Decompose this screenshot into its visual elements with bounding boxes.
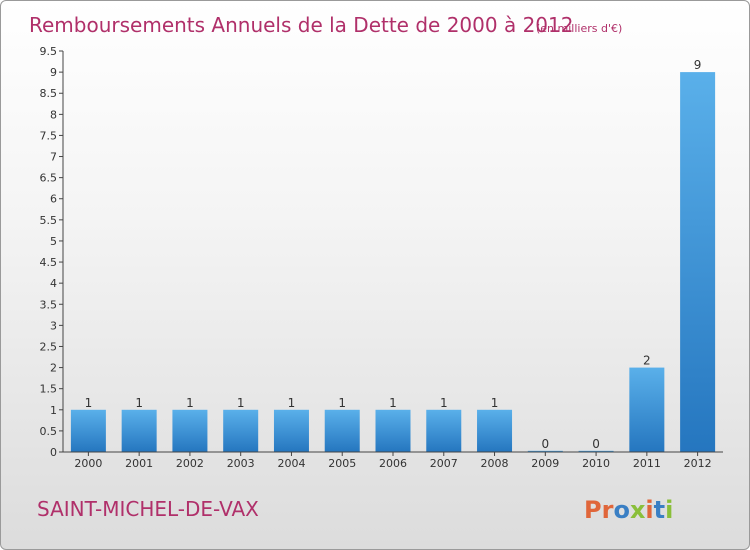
y-tick-label: 4	[50, 277, 57, 290]
logo-letter: P	[584, 496, 602, 524]
bar-2005	[324, 409, 360, 452]
y-tick-label: 8	[50, 108, 57, 121]
bar-2011	[629, 367, 665, 452]
x-tick-label: 2005	[328, 457, 356, 470]
data-label-2010: 0	[592, 437, 600, 451]
data-label-2008: 1	[491, 396, 499, 410]
y-tick-label: 7	[50, 151, 57, 164]
commune-name: SAINT-MICHEL-DE-VAX	[37, 497, 259, 521]
y-tick-label: 4.5	[40, 256, 58, 269]
bar-2012	[680, 72, 716, 453]
x-tick-label: 2001	[125, 457, 153, 470]
x-tick-label: 2008	[481, 457, 509, 470]
data-label-2000: 1	[85, 396, 93, 410]
x-axis-ticks: 2000 2001 2002 2003 2004 2005 2006 2007 2008 2009…	[74, 452, 712, 470]
y-tick-label: 6.5	[40, 172, 58, 185]
bar-2007	[426, 409, 462, 452]
data-label-2007: 1	[440, 396, 448, 410]
bar-2002	[172, 409, 208, 452]
data-label-2004: 1	[288, 396, 296, 410]
bars-group: 1 1 1 1 1 1 1 1 1 0 0 2 9	[70, 58, 716, 453]
x-tick-label: 2004	[277, 457, 305, 470]
logo-letter: r	[602, 496, 614, 524]
chart-subtitle: (en milliers d'€)	[536, 22, 622, 35]
y-tick-label: 3	[50, 319, 57, 332]
logo-letter: x	[630, 496, 646, 524]
bar-2000	[70, 409, 106, 452]
y-tick-label: 0	[50, 446, 57, 459]
logo-letter: t	[654, 496, 665, 524]
logo-letter: i	[645, 496, 653, 524]
data-label-2001: 1	[135, 396, 143, 410]
y-axis-ticks: 0 0.5 1 1.5 2 2.5 3 3.5 4 4.5 5 5.5 6 6.5 7 7.5 8 8.5 9 9.5	[40, 45, 63, 459]
bar-2006	[375, 409, 411, 452]
y-tick-label: 3.5	[40, 298, 58, 311]
y-tick-label: 6	[50, 193, 57, 206]
y-tick-label: 8.5	[40, 87, 58, 100]
x-tick-label: 2002	[176, 457, 204, 470]
y-tick-label: 0.5	[40, 425, 58, 438]
x-tick-label: 2010	[582, 457, 610, 470]
y-tick-label: 7.5	[40, 129, 58, 142]
y-tick-label: 2	[50, 362, 57, 375]
x-tick-label: 2012	[684, 457, 712, 470]
bar-2001	[121, 409, 157, 452]
x-tick-label: 2011	[633, 457, 661, 470]
bar-2010	[578, 450, 614, 452]
bar-2003	[223, 409, 259, 452]
proxiti-logo: Proxiti	[584, 496, 673, 524]
data-label-2005: 1	[338, 396, 346, 410]
y-tick-label: 1.5	[40, 383, 58, 396]
bar-2008	[477, 409, 513, 452]
data-label-2002: 1	[186, 396, 194, 410]
x-tick-label: 2000	[74, 457, 102, 470]
bar-2004	[273, 409, 309, 452]
logo-letter: i	[665, 496, 673, 524]
logo-letter: o	[613, 496, 630, 524]
bar-2009	[527, 450, 563, 452]
data-label-2011: 2	[643, 354, 651, 368]
x-tick-label: 2009	[531, 457, 559, 470]
x-tick-label: 2003	[227, 457, 255, 470]
data-label-2012: 9	[694, 58, 702, 72]
chart-title: Remboursements Annuels de la Dette de 20…	[29, 13, 573, 37]
y-tick-label: 9.5	[40, 45, 58, 58]
y-tick-label: 9	[50, 66, 57, 79]
x-tick-label: 2006	[379, 457, 407, 470]
y-tick-label: 5	[50, 235, 57, 248]
data-label-2003: 1	[237, 396, 245, 410]
data-label-2009: 0	[541, 437, 549, 451]
x-tick-label: 2007	[430, 457, 458, 470]
y-tick-label: 1	[50, 404, 57, 417]
data-label-2006: 1	[389, 396, 397, 410]
y-tick-label: 5.5	[40, 214, 58, 227]
y-tick-label: 2.5	[40, 340, 58, 353]
